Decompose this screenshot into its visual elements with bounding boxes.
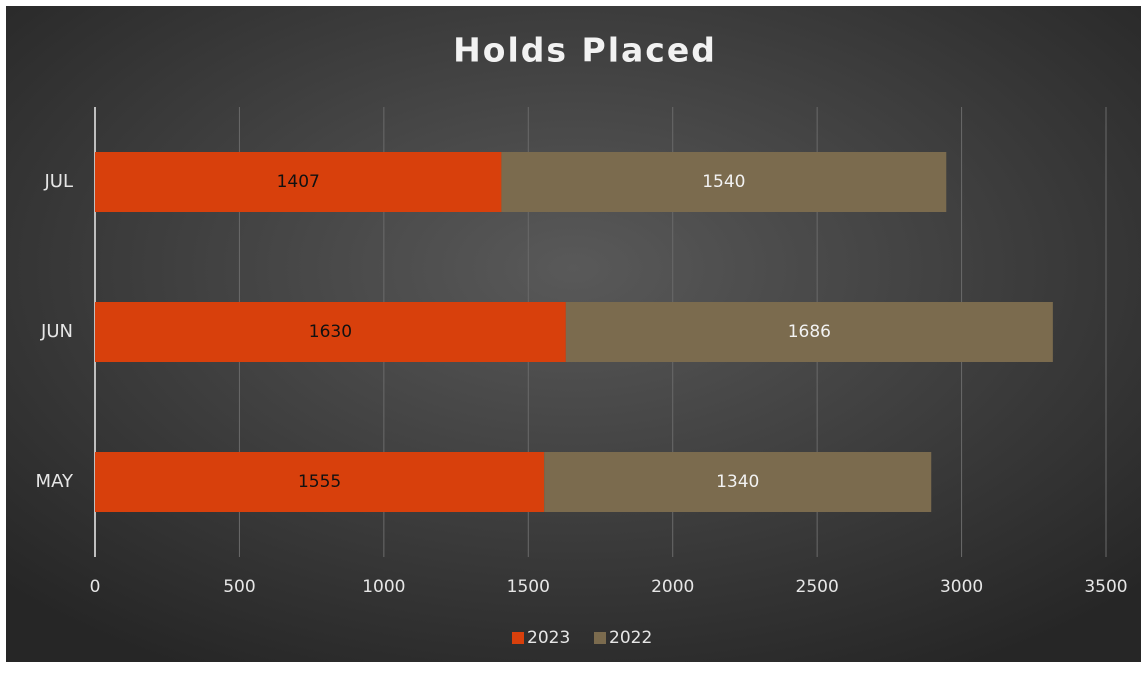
chart-title: Holds Placed [453, 31, 717, 70]
data-label: 1686 [788, 322, 831, 342]
x-tick-label: 0 [90, 577, 101, 597]
x-tick-label: 2500 [796, 577, 839, 597]
x-tick-label: 2000 [651, 577, 694, 597]
data-label: 1340 [716, 472, 759, 492]
data-label: 1407 [277, 172, 320, 192]
legend-swatch [512, 632, 524, 644]
bar-segment [501, 152, 947, 212]
data-label: 1630 [309, 322, 352, 342]
legend-label: 2023 [527, 628, 570, 648]
x-tick-label: 500 [223, 577, 255, 597]
x-tick-label: 3500 [1084, 577, 1127, 597]
bar-segment [565, 302, 1053, 362]
bar-segment [95, 152, 502, 212]
y-tick-label: JUL [43, 171, 73, 192]
x-tick-label: 1500 [507, 577, 550, 597]
legend-swatch [594, 632, 606, 644]
legend-label: 2022 [609, 628, 652, 648]
y-tick-label: JUN [40, 321, 73, 342]
bar-segment [544, 452, 932, 512]
x-tick-label: 1000 [362, 577, 405, 597]
data-label: 1555 [298, 472, 341, 492]
data-label: 1540 [702, 172, 745, 192]
bar-segment [95, 452, 545, 512]
x-tick-label: 3000 [940, 577, 983, 597]
bar-segment [95, 302, 566, 362]
y-tick-label: MAY [36, 471, 74, 492]
